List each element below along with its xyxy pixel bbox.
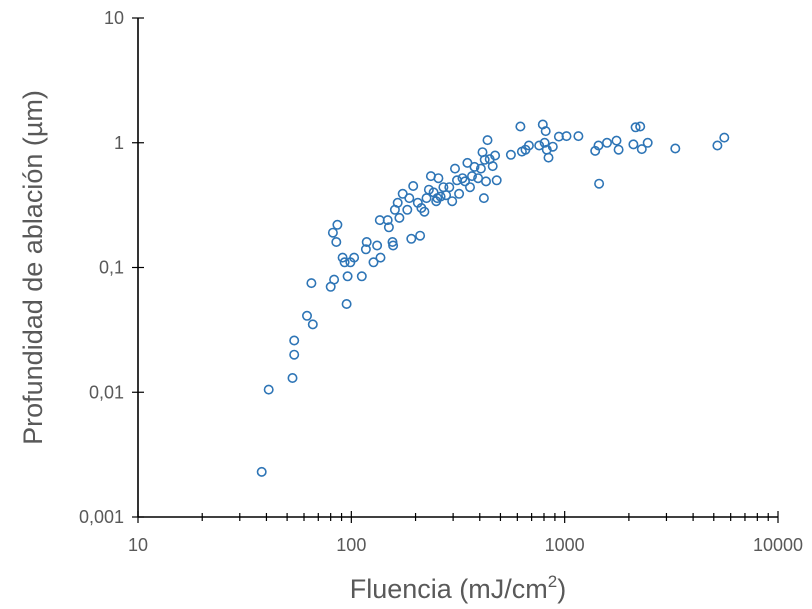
data-point <box>415 230 426 241</box>
data-point <box>256 466 267 477</box>
data-point <box>329 274 340 285</box>
x-axis-title: Fluencia (mJ/cm2) <box>350 572 567 604</box>
data-point <box>670 143 681 154</box>
y-tick-label: 10 <box>104 8 124 28</box>
data-point <box>337 252 348 263</box>
data-point <box>539 137 550 148</box>
data-point <box>454 188 465 199</box>
x-tick-label: 10 <box>128 535 148 555</box>
data-point <box>478 193 489 204</box>
data-point <box>561 131 572 142</box>
x-axis-title-main: Fluencia (mJ/cm <box>350 574 548 604</box>
data-point <box>491 175 502 186</box>
axis-ticks <box>132 17 779 523</box>
data-point <box>466 171 477 182</box>
x-tick-label: 10000 <box>753 535 803 555</box>
data-point <box>719 132 730 143</box>
data-point <box>464 182 475 193</box>
data-point <box>479 154 490 165</box>
data-point <box>372 240 383 251</box>
data-point <box>534 140 545 151</box>
data-point <box>263 384 274 395</box>
data-point <box>360 244 371 255</box>
data-point <box>419 206 430 217</box>
data-point <box>387 237 398 248</box>
data-point <box>306 278 317 289</box>
data-point <box>402 204 413 215</box>
data-point <box>487 161 498 172</box>
data-point <box>593 140 604 151</box>
data-point <box>613 144 624 155</box>
data-point <box>482 135 493 146</box>
data-point <box>449 163 460 174</box>
data-point <box>342 271 353 282</box>
y-tick-label: 1 <box>114 133 124 153</box>
data-point <box>547 141 558 152</box>
y-tick-label: 0,1 <box>99 258 124 278</box>
data-point <box>451 175 462 186</box>
data-point <box>505 149 516 160</box>
data-point <box>601 137 612 148</box>
data-point <box>490 150 501 161</box>
data-point <box>408 181 419 192</box>
data-point <box>356 271 367 282</box>
data-point <box>435 191 446 202</box>
data-point <box>361 237 372 248</box>
data-point <box>394 212 405 223</box>
data-point <box>388 240 399 251</box>
data-point <box>289 335 300 346</box>
x-axis-title-superscript: 2 <box>548 572 557 591</box>
data-point <box>712 140 723 151</box>
data-point <box>339 257 350 268</box>
data-point <box>469 161 480 172</box>
data-point <box>480 176 491 187</box>
data-point <box>341 298 352 309</box>
data-point <box>540 126 551 137</box>
data-point <box>543 152 554 163</box>
data-point <box>573 131 584 142</box>
data-point <box>289 349 300 360</box>
data-point <box>368 257 379 268</box>
data-point <box>630 122 641 133</box>
data-point <box>628 139 639 150</box>
data-point <box>287 372 298 383</box>
data-point <box>307 319 318 330</box>
data-point <box>349 252 360 263</box>
data-point <box>301 310 312 321</box>
data-point <box>515 121 526 132</box>
data-point <box>404 193 415 204</box>
data-point <box>523 140 534 151</box>
y-axis-title: Profundidad de ablación (µm) <box>18 90 48 445</box>
data-point <box>635 121 646 132</box>
data-point <box>375 252 386 263</box>
x-tick-label: 1000 <box>545 535 585 555</box>
data-point <box>611 135 622 146</box>
data-point <box>327 227 338 238</box>
data-point <box>433 173 444 184</box>
y-tick-label: 0,01 <box>89 382 124 402</box>
data-points <box>256 119 730 477</box>
data-point <box>392 197 403 208</box>
data-point <box>636 144 647 155</box>
data-point <box>382 215 393 226</box>
x-tick-label: 100 <box>336 535 366 555</box>
data-point <box>331 237 342 248</box>
y-tick-label: 0,001 <box>79 507 124 527</box>
data-point <box>406 233 417 244</box>
data-point <box>594 178 605 189</box>
data-point <box>447 196 458 207</box>
x-axis-title-suffix: ) <box>557 574 566 604</box>
data-point <box>332 219 343 230</box>
data-point <box>444 182 455 193</box>
data-point <box>383 222 394 233</box>
data-point <box>642 137 653 148</box>
axis-tick-labels: 10 100 1000 10000 0,001 0,01 0,1 1 10 <box>79 8 803 555</box>
data-point <box>475 163 486 174</box>
data-point <box>459 176 470 187</box>
